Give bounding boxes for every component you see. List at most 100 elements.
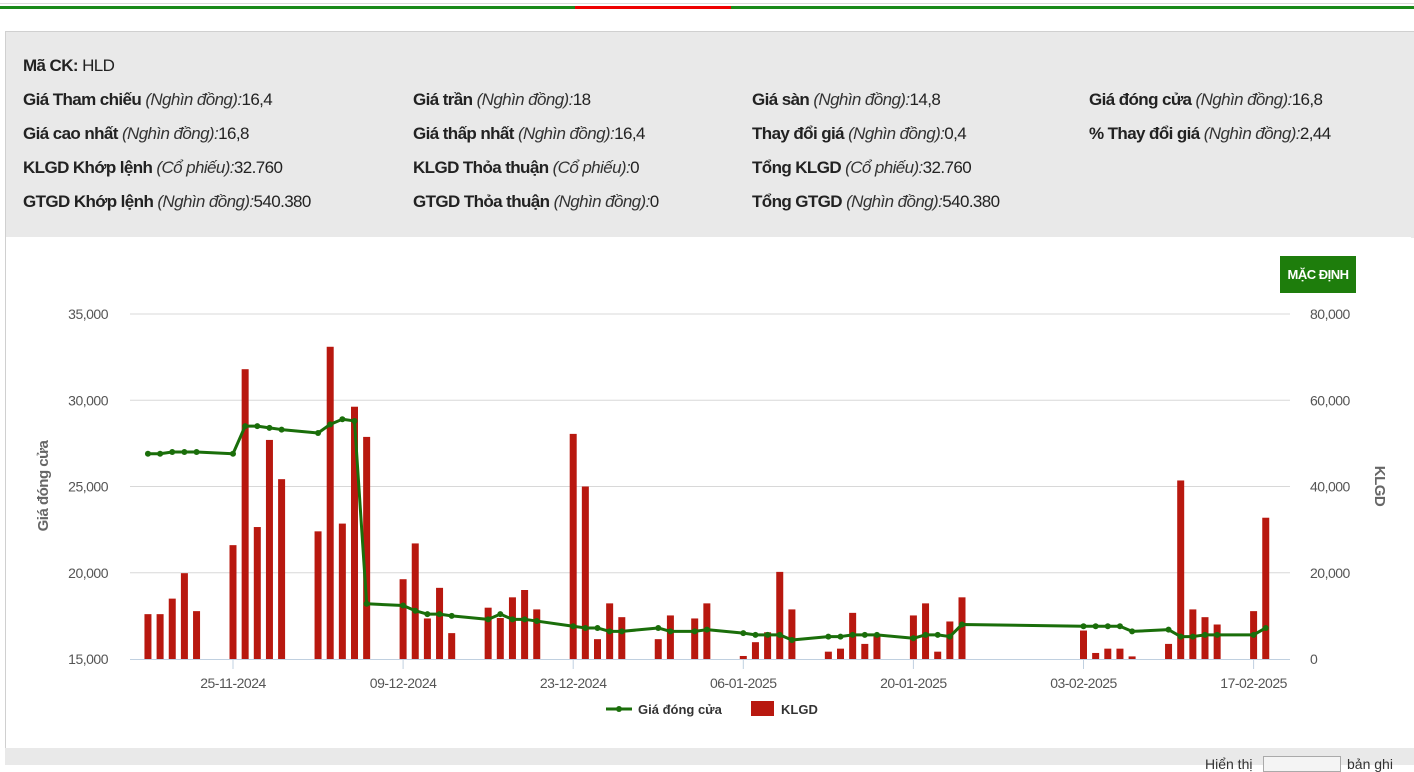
close-price-point: [1202, 631, 1208, 638]
close-price-point: [703, 626, 710, 633]
close-price-point: [1080, 623, 1087, 630]
info-field-unit: (Cổ phiếu):: [156, 158, 234, 177]
info-field-label: % Thay đổi giá: [1089, 124, 1200, 143]
close-price-point: [521, 616, 528, 623]
info-field-unit: (Nghìn đồng):: [1195, 90, 1293, 109]
info-field-value: 16,4: [614, 124, 645, 143]
stock-code-value: HLD: [82, 56, 115, 75]
info-field-label: GTGD Thỏa thuận: [413, 192, 550, 211]
info-field: Giá trần (Nghìn đồng):18: [413, 90, 591, 110]
close-price-point: [339, 416, 346, 423]
volume-bar: [338, 523, 346, 659]
info-field-value: 16,8: [1291, 90, 1323, 109]
info-field: Giá sàn (Nghìn đồng):14,8: [752, 90, 941, 110]
info-field-value: 16,8: [218, 124, 249, 143]
records-label: bản ghi: [1347, 756, 1393, 772]
info-field-label: Thay đổi giá: [752, 124, 845, 143]
close-price-point: [327, 421, 334, 428]
volume-bar: [1177, 480, 1185, 659]
volume-bar: [448, 633, 456, 659]
close-price-point: [1104, 623, 1111, 630]
close-price-point: [1177, 633, 1184, 640]
close-price-point: [1262, 624, 1269, 631]
close-price-point: [618, 628, 625, 635]
close-price-point: [1092, 623, 1099, 630]
volume-bar: [691, 618, 699, 659]
close-price-point: [764, 631, 771, 638]
info-field-unit: (Nghìn đồng):: [476, 90, 574, 109]
y-left-tick-label: 15,000: [68, 651, 109, 667]
volume-bar: [861, 643, 869, 659]
legend-volume: KLGD: [781, 702, 818, 717]
info-field-label: Giá trần: [413, 90, 473, 109]
volume-bar: [411, 543, 419, 659]
volume-bar: [873, 636, 881, 659]
volume-bar: [436, 587, 444, 659]
volume-bar: [958, 597, 966, 659]
page-size-select[interactable]: [1263, 756, 1341, 772]
volume-bar: [1092, 652, 1100, 659]
info-field-unit: (Cổ phiếu):: [552, 158, 631, 177]
info-field-label: Giá thấp nhất: [413, 124, 514, 143]
close-price-point: [363, 600, 370, 607]
x-tick-label: 06-01-2025: [710, 675, 777, 691]
info-field-unit: (Cổ phiếu):: [845, 158, 923, 177]
volume-bar: [351, 406, 358, 659]
info-field-value: 540.380: [253, 192, 312, 211]
close-price-point: [266, 424, 273, 431]
volume-bar: [922, 603, 930, 659]
close-price-point: [825, 633, 832, 640]
info-field: GTGD Khớp lệnh (Nghìn đồng):540.380: [23, 192, 311, 212]
close-price-point: [582, 624, 589, 631]
info-field-value: 32.760: [922, 158, 972, 177]
info-field-unit: (Nghìn đồng):: [517, 124, 615, 143]
info-field-unit: (Nghìn đồng):: [846, 192, 943, 211]
volume-bar: [1128, 656, 1136, 659]
reset-default-button[interactable]: MẶC ĐỊNH: [1280, 256, 1356, 293]
volume-bar: [764, 632, 772, 659]
close-price-point: [242, 423, 249, 430]
volume-bar: [533, 609, 541, 659]
volume-bar: [278, 479, 286, 659]
info-field: Giá thấp nhất (Nghìn đồng):16,4: [413, 124, 645, 144]
info-field: Giá Tham chiếu (Nghìn đồng):16,4: [23, 90, 273, 110]
volume-bar: [399, 579, 407, 659]
info-field: Tổng GTGD (Nghìn đồng):540.380: [752, 192, 1000, 212]
info-field: Giá cao nhất (Nghìn đồng):16,8: [23, 124, 249, 144]
top-accent-line: [0, 6, 1414, 9]
volume-bar: [423, 618, 431, 659]
info-field-unit: (Nghìn đồng):: [553, 192, 651, 211]
info-field: Giá đóng cửa (Nghìn đồng):16,8: [1089, 90, 1323, 110]
x-tick-label: 23-12-2024: [540, 675, 607, 691]
volume-bar: [666, 615, 674, 659]
table-footer: Hiển thị bản ghi: [5, 748, 1414, 772]
close-price-point: [351, 417, 358, 424]
volume-bar: [265, 439, 273, 659]
close-price-point: [752, 631, 759, 638]
info-field: KLGD Khớp lệnh (Cổ phiếu):32.760: [23, 158, 283, 178]
volume-bar: [788, 609, 796, 659]
info-field-value: 18: [572, 90, 591, 109]
close-price-point: [315, 430, 322, 437]
volume-bar: [314, 531, 322, 659]
volume-bar: [1080, 630, 1087, 659]
close-price-point: [691, 628, 698, 635]
close-price-point: [849, 631, 856, 638]
y-right-tick-label: 60,000: [1310, 392, 1351, 408]
info-field-value: 540.380: [942, 192, 1000, 211]
volume-bar: [751, 642, 759, 659]
close-price-point: [533, 618, 540, 625]
volume-bar: [484, 607, 492, 659]
info-field-label: Giá sàn: [752, 90, 810, 109]
info-field-value: 0: [630, 158, 639, 177]
volume-bar: [1165, 643, 1173, 659]
close-price-point: [740, 630, 747, 637]
close-price-point: [946, 633, 953, 640]
close-price-point: [959, 621, 965, 628]
volume-bar: [654, 639, 662, 659]
close-price-point: [278, 426, 285, 433]
volume-bar: [1262, 517, 1270, 659]
close-price-point: [910, 635, 917, 642]
close-price-point: [1189, 633, 1196, 640]
